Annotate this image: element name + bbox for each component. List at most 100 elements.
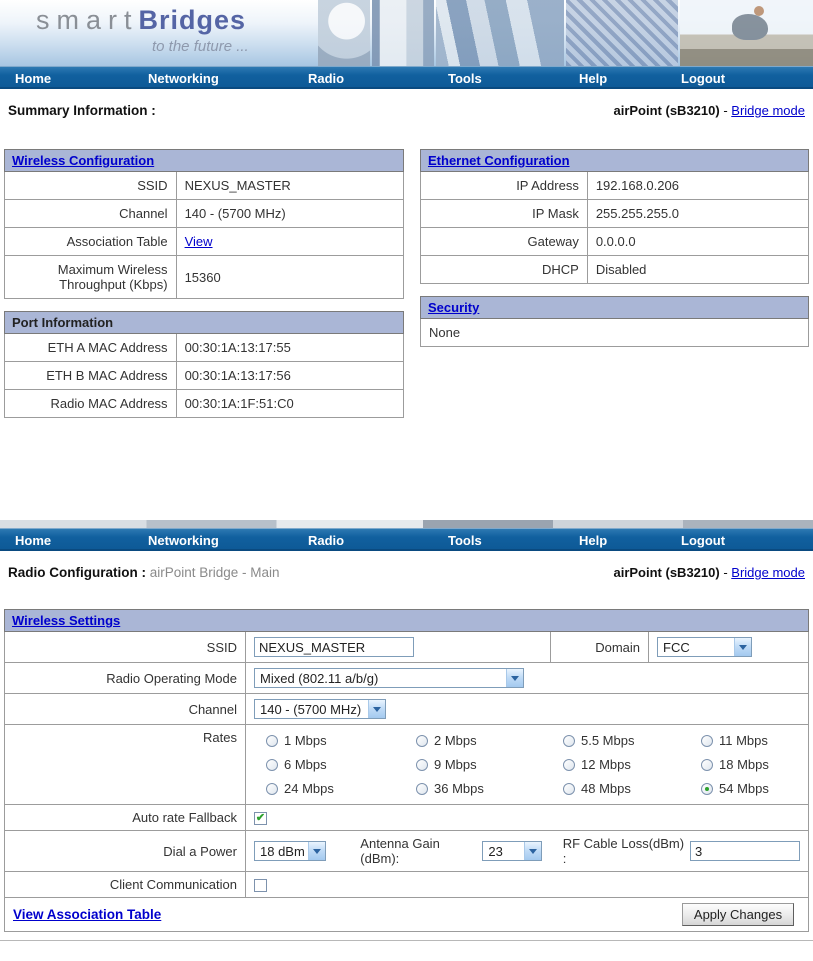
chevron-down-icon[interactable] — [506, 669, 523, 687]
grid-antenna-image — [566, 0, 678, 66]
radio-button-icon — [563, 782, 575, 795]
antenna-masts-image — [436, 0, 564, 66]
dial-a-power-select[interactable]: 18 dBm — [254, 841, 326, 862]
ethernet-configuration-link[interactable]: Ethernet Configuration — [428, 153, 570, 168]
ssid-label: SSID — [4, 631, 246, 663]
nav-item-tools[interactable]: Tools — [448, 71, 482, 86]
client-communication-row: Client Communication — [4, 871, 809, 899]
chevron-down-icon[interactable] — [523, 842, 541, 861]
radio-config-subtitle: airPoint Bridge - Main — [149, 565, 280, 580]
row-value: 00:30:1A:13:17:55 — [175, 333, 405, 362]
rate-radio-36mbps[interactable]: 36 Mbps — [416, 781, 563, 796]
dial-a-power-label: Dial a Power — [4, 830, 246, 873]
security-table: Security None — [420, 296, 809, 347]
security-link[interactable]: Security — [428, 300, 480, 315]
radio-button-icon — [701, 758, 713, 771]
client-communication-checkbox[interactable] — [254, 879, 267, 893]
nav-item-home[interactable]: Home — [15, 71, 52, 86]
domain-selected-value: FCC — [663, 639, 690, 655]
bridge-mode-link[interactable]: Bridge mode — [731, 103, 805, 118]
ssid-input[interactable] — [254, 637, 414, 657]
rate-radio-9mbps[interactable]: 9 Mbps — [416, 757, 563, 772]
row-label: DHCP — [420, 255, 588, 284]
banner-bottom-strip — [0, 520, 813, 528]
rate-radio-1mbps[interactable]: 1 Mbps — [266, 733, 416, 748]
rate-radio-5-5mbps[interactable]: 5.5 Mbps — [563, 733, 701, 748]
rate-radio-48mbps[interactable]: 48 Mbps — [563, 781, 701, 796]
nav-item-networking[interactable]: Networking — [148, 533, 219, 548]
association-table-view-link[interactable]: View — [184, 234, 213, 249]
radio-button-icon — [416, 782, 428, 795]
row-value: 140 - (5700 MHz) — [175, 199, 405, 228]
row-label: IP Mask — [420, 199, 588, 228]
nav-item-radio[interactable]: Radio — [308, 533, 345, 548]
bridge-mode-link[interactable]: Bridge mode — [731, 565, 805, 580]
row-label: Maximum Wireless Throughput (Kbps) — [4, 255, 177, 299]
view-association-table-link[interactable]: View Association Table — [13, 907, 162, 923]
device-name: airPoint (sB3210) — [613, 565, 720, 580]
main-nav: Home Networking Radio Tools Help Logout — [0, 66, 813, 89]
apply-changes-button[interactable]: Apply Changes — [682, 903, 794, 927]
nav-item-tools[interactable]: Tools — [448, 533, 482, 548]
auto-rate-fallback-checkbox[interactable] — [254, 812, 267, 826]
nav-item-logout[interactable]: Logout — [681, 533, 726, 548]
domain-select[interactable]: FCC — [657, 637, 752, 657]
nav-item-networking[interactable]: Networking — [148, 71, 219, 86]
channel-row: Channel 140 - (5700 MHz) — [4, 693, 809, 725]
rate-radio-11mbps[interactable]: 11 Mbps — [701, 733, 800, 748]
settings-footer-row: View Association Table Apply Changes — [4, 897, 809, 933]
main-nav-second: Home Networking Radio Tools Help Logout — [0, 528, 813, 551]
rate-radio-2mbps[interactable]: 2 Mbps — [416, 733, 563, 748]
logo-smart-text: smart — [36, 5, 139, 35]
logo-tagline: to the future ... — [152, 38, 249, 55]
rates-label: Rates — [4, 724, 246, 805]
operating-mode-label: Radio Operating Mode — [4, 662, 246, 694]
radio-config-header: Radio Configuration : airPoint Bridge - … — [8, 565, 805, 583]
table-row: IP Mask 255.255.255.0 — [420, 199, 810, 228]
radio-button-icon — [701, 734, 713, 747]
radio-button-icon — [416, 758, 428, 771]
port-information-table: Port Information ETH A MAC Address 00:30… — [4, 311, 405, 418]
rf-cable-loss-input[interactable] — [690, 841, 800, 862]
nav-item-help[interactable]: Help — [579, 533, 608, 548]
table-row: DHCP Disabled — [420, 255, 810, 284]
wireless-settings-link[interactable]: Wireless Settings — [12, 613, 121, 628]
nav-item-home[interactable]: Home — [15, 533, 52, 548]
rates-options: 1 Mbps 2 Mbps 5.5 Mbps 11 Mbps 6 Mbps 9 … — [254, 730, 800, 799]
table-row: SSID NEXUS_MASTER — [4, 171, 405, 200]
radio-button-selected-icon — [701, 782, 713, 795]
nav-item-logout[interactable]: Logout — [681, 71, 726, 86]
rate-radio-54mbps-selected[interactable]: 54 Mbps — [701, 781, 800, 796]
channel-select[interactable]: 140 - (5700 MHz) — [254, 699, 386, 719]
rate-radio-6mbps[interactable]: 6 Mbps — [266, 757, 416, 772]
device-separator: - — [723, 565, 728, 580]
chevron-down-icon[interactable] — [734, 638, 751, 656]
table-row: Gateway 0.0.0.0 — [420, 227, 810, 256]
rate-radio-24mbps[interactable]: 24 Mbps — [266, 781, 416, 796]
wireless-configuration-link[interactable]: Wireless Configuration — [12, 153, 155, 168]
row-label: Channel — [4, 199, 177, 228]
radio-button-icon — [266, 734, 278, 747]
antenna-gain-select[interactable]: 23 — [482, 841, 542, 862]
auto-rate-fallback-label: Auto rate Fallback — [4, 803, 246, 832]
person-figure — [732, 14, 768, 40]
row-value: 00:30:1A:13:17:56 — [175, 361, 405, 390]
wireless-settings-table: Wireless Settings SSID Domain FCC Radio … — [4, 609, 809, 933]
person-head — [754, 6, 764, 16]
row-value: 0.0.0.0 — [586, 227, 810, 256]
radio-config-title: Radio Configuration : — [8, 565, 146, 580]
row-value: 00:30:1A:1F:51:C0 — [175, 389, 405, 418]
rate-radio-12mbps[interactable]: 12 Mbps — [563, 757, 701, 772]
operating-mode-select[interactable]: Mixed (802.11 a/b/g) — [254, 668, 524, 688]
chevron-down-icon[interactable] — [368, 700, 385, 718]
port-information-title: Port Information — [12, 315, 114, 330]
nav-item-radio[interactable]: Radio — [308, 71, 345, 86]
row-label: Gateway — [420, 227, 588, 256]
channel-label: Channel — [4, 693, 246, 725]
chevron-down-icon[interactable] — [308, 842, 325, 861]
row-value: Disabled — [586, 255, 810, 284]
radio-button-icon — [266, 782, 278, 795]
nav-item-help[interactable]: Help — [579, 71, 608, 86]
rate-radio-18mbps[interactable]: 18 Mbps — [701, 757, 800, 772]
summary-header: Summary Information : airPoint (sB3210) … — [8, 103, 805, 121]
